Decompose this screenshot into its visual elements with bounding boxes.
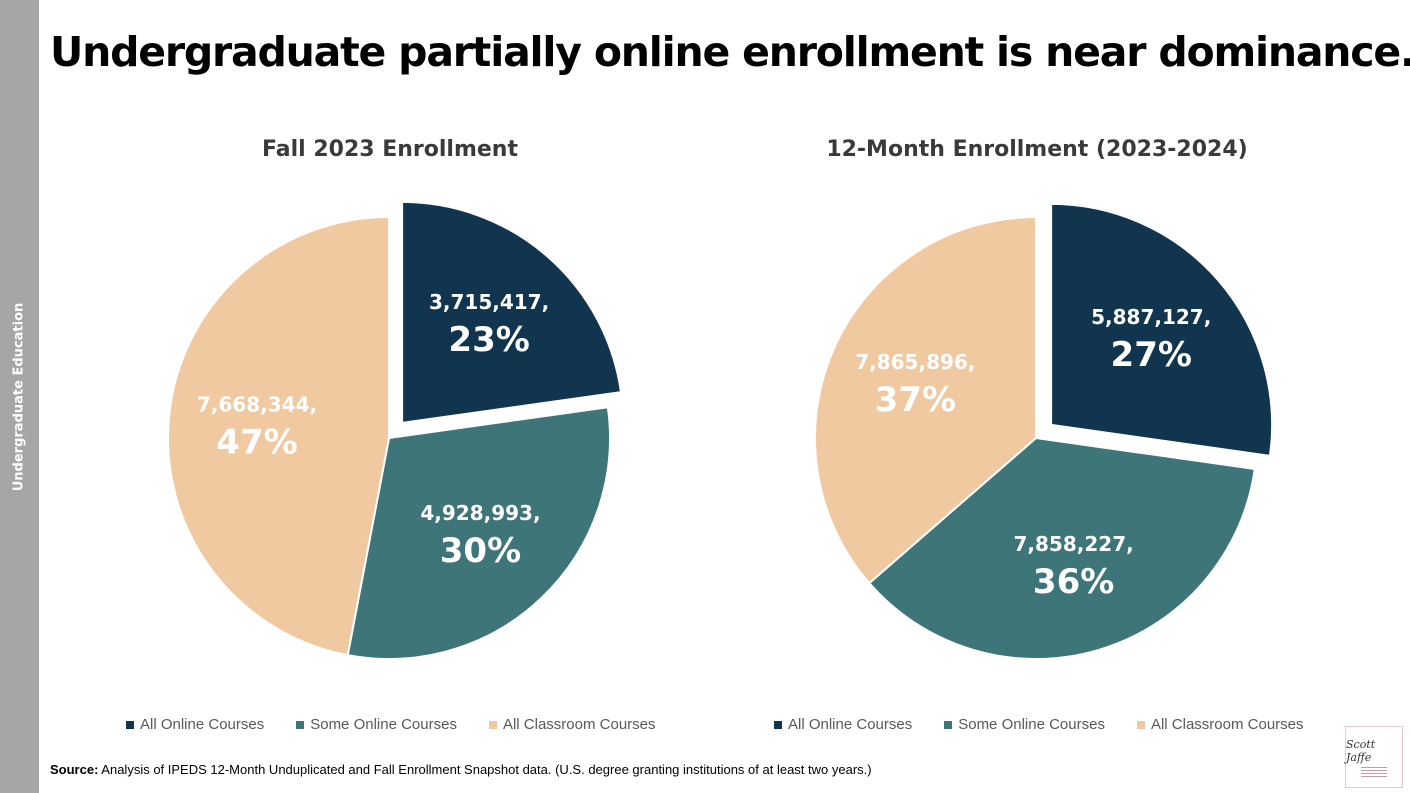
data-label-percent-fall-2023-all-classroom: 47%	[216, 423, 297, 463]
legend-label: All Online Courses	[140, 716, 265, 733]
data-label-percent-fall-2023-some-online: 30%	[440, 531, 521, 571]
pie-slice-fall-2023-all-online	[401, 200, 623, 425]
legend-item-all-classroom: All Classroom Courses	[488, 716, 656, 733]
data-label-percent-12-month-all-online: 27%	[1111, 335, 1192, 375]
legend-label: All Online Courses	[788, 716, 913, 733]
legend-label: All Classroom Courses	[1150, 716, 1304, 733]
legend-label: Some Online Courses	[310, 716, 457, 733]
legend-item-some-online: Some Online Courses	[944, 716, 1105, 733]
legend-item-some-online: Some Online Courses	[296, 716, 457, 733]
data-label-value-12-month-all-online: 5,887,127,	[1091, 305, 1211, 329]
logo-signature: Scott Jaffe	[1346, 737, 1376, 764]
sidebar: Undergraduate Education	[0, 0, 39, 793]
pie-slice-fall-2023-all-classroom	[167, 215, 390, 657]
pie-slice-12-month-all-online	[1050, 202, 1274, 458]
source-note: Source: Analysis of IPEDS 12-Month Undup…	[50, 762, 872, 777]
legend-label: Some Online Courses	[958, 716, 1105, 733]
legend-label: All Classroom Courses	[502, 716, 656, 733]
logo: Scott Jaffe	[1345, 726, 1403, 788]
logo-lines	[1361, 766, 1387, 777]
data-label-value-fall-2023-all-online: 3,715,417,	[429, 290, 549, 314]
legend-swatch	[296, 720, 305, 729]
page-title: Undergraduate partially online enrollmen…	[50, 28, 1410, 76]
legend-item-all-classroom: All Classroom Courses	[1136, 716, 1304, 733]
pie-slice-fall-2023-some-online	[346, 406, 611, 660]
data-label-percent-fall-2023-all-online: 23%	[448, 320, 529, 360]
legend-swatch	[944, 720, 953, 729]
pie-slice-12-month-some-online	[867, 436, 1256, 660]
chart-title-fall-2023: Fall 2023 Enrollment	[262, 137, 518, 162]
data-label-percent-12-month-all-classroom: 37%	[875, 380, 956, 420]
source-text: Analysis of IPEDS 12-Month Unduplicated …	[98, 762, 872, 777]
chart-title-12-month: 12-Month Enrollment (2023-2024)	[826, 137, 1248, 162]
legend-fall-2023: All Online Courses Some Online Courses A…	[126, 716, 656, 733]
legend-swatch	[1136, 720, 1145, 729]
legend-swatch	[774, 720, 782, 729]
data-label-value-fall-2023-all-classroom: 7,668,344,	[197, 393, 317, 417]
legend-item-all-online: All Online Courses	[126, 716, 264, 733]
data-label-value-fall-2023-some-online: 4,928,993,	[420, 501, 540, 525]
legend-item-all-online: All Online Courses	[774, 716, 912, 733]
legend-swatch	[126, 720, 134, 729]
data-label-value-12-month-some-online: 7,858,227,	[1014, 532, 1134, 556]
pie-slice-12-month-all-classroom	[814, 215, 1037, 585]
source-prefix: Source:	[50, 762, 99, 777]
legend-12-month: All Online Courses Some Online Courses A…	[774, 716, 1304, 733]
data-label-percent-12-month-some-online: 36%	[1033, 562, 1114, 602]
legend-swatch	[488, 720, 497, 729]
data-label-value-12-month-all-classroom: 7,865,896,	[855, 350, 975, 374]
